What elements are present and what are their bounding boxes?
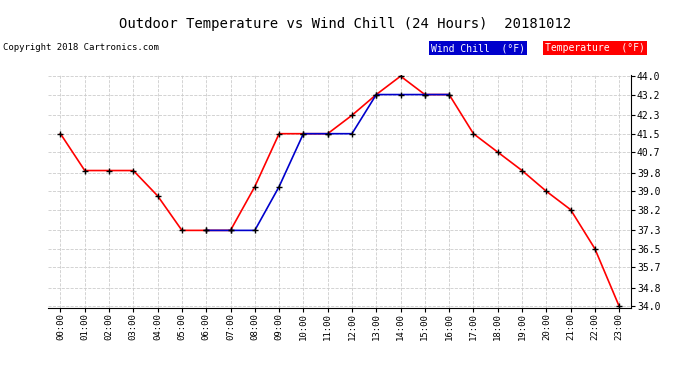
Text: Wind Chill  (°F): Wind Chill (°F) <box>431 43 525 53</box>
Text: Copyright 2018 Cartronics.com: Copyright 2018 Cartronics.com <box>3 43 159 52</box>
Text: Outdoor Temperature vs Wind Chill (24 Hours)  20181012: Outdoor Temperature vs Wind Chill (24 Ho… <box>119 17 571 31</box>
Text: Temperature  (°F): Temperature (°F) <box>545 43 645 53</box>
